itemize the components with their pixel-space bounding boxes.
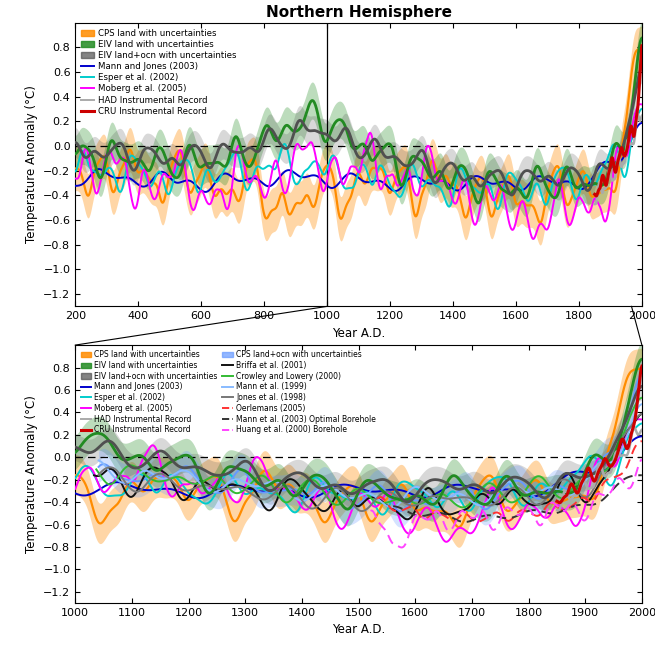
- Y-axis label: Temperature Anomaly (°C): Temperature Anomaly (°C): [25, 86, 38, 243]
- Legend: CPS land with uncertainties, EIV land with uncertainties, EIV land+ocn with unce: CPS land with uncertainties, EIV land wi…: [79, 349, 377, 436]
- X-axis label: Year A.D.: Year A.D.: [332, 327, 385, 340]
- Y-axis label: Temperature Anomaly (°C): Temperature Anomaly (°C): [25, 395, 38, 553]
- Legend: CPS land with uncertainties, EIV land with uncertainties, EIV land+ocn with unce: CPS land with uncertainties, EIV land wi…: [80, 27, 238, 117]
- X-axis label: Year A.D.: Year A.D.: [332, 624, 385, 637]
- Title: Northern Hemisphere: Northern Hemisphere: [266, 5, 451, 20]
